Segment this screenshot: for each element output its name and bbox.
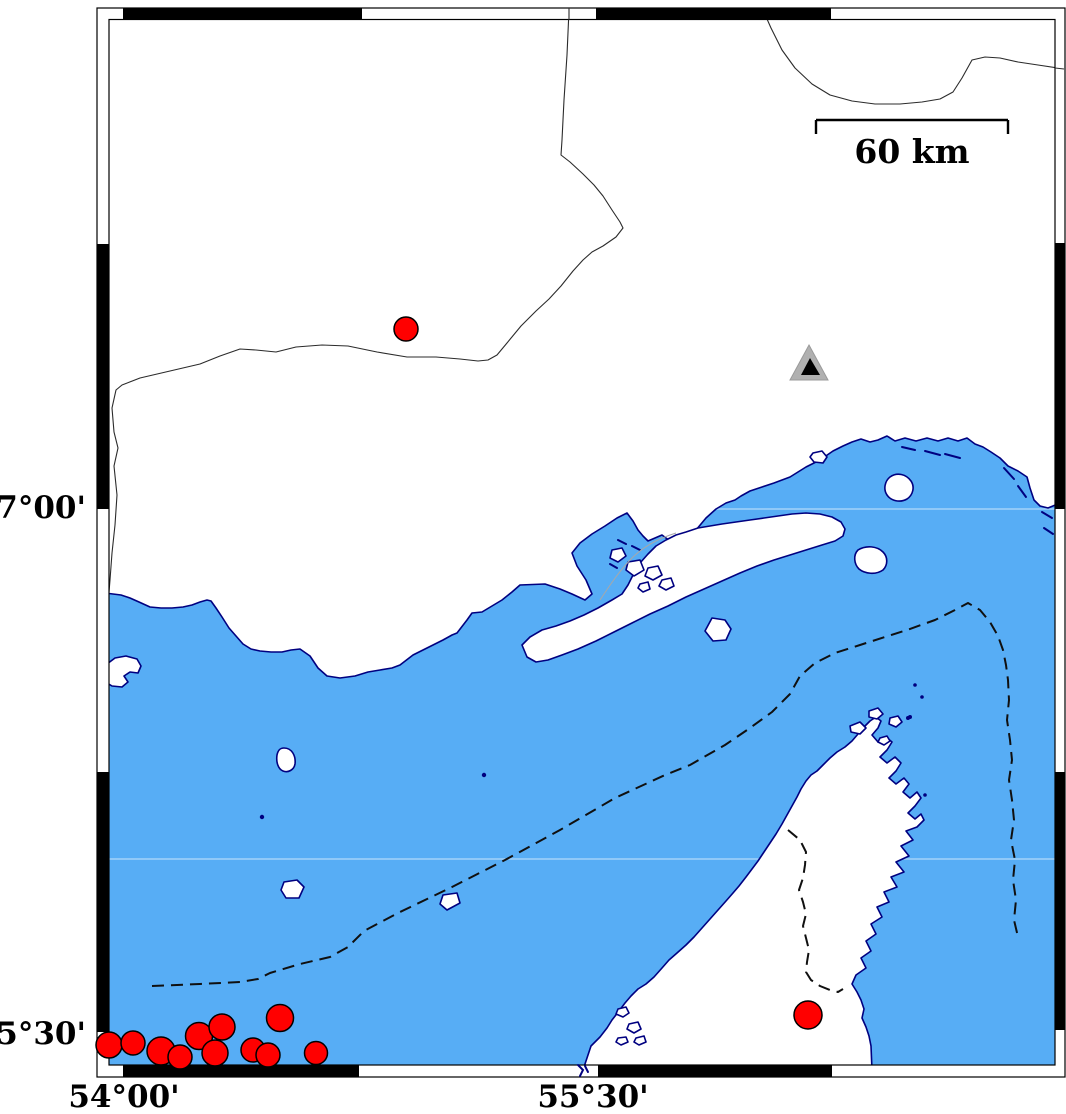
coastline-left-island bbox=[109, 655, 142, 688]
earthquake-marker bbox=[255, 1042, 281, 1068]
coastline-island-pentagon bbox=[280, 879, 305, 899]
latitude-label-2530N: 25°30' bbox=[0, 1016, 86, 1052]
scale-bar: 60 km bbox=[814, 118, 1010, 171]
coastline-hormuz-island bbox=[853, 546, 888, 575]
latitude-label-27N: 27°00' bbox=[0, 490, 86, 526]
longitude-label-5530E: 55°30' bbox=[537, 1079, 648, 1114]
coastline-hengam-island bbox=[704, 617, 732, 642]
coastline-islet-north bbox=[809, 450, 828, 464]
lagoon-contour bbox=[599, 532, 677, 601]
coastline-island-teardrop bbox=[275, 747, 296, 773]
earthquake-marker bbox=[201, 1039, 229, 1067]
province-boundary-line bbox=[109, 19, 624, 593]
over-frame-marks bbox=[568, 8, 1065, 1077]
earthquake-marker bbox=[95, 1031, 123, 1059]
mangrove-islets bbox=[609, 539, 675, 593]
dashed-boundary-musandam bbox=[787, 829, 844, 993]
earthquake-markers bbox=[95, 316, 823, 1070]
coastline-larak-island bbox=[884, 473, 914, 502]
longitude-label-54E: 54°00' bbox=[68, 1079, 179, 1114]
shore-islets-west bbox=[615, 1006, 647, 1046]
fjord-islets bbox=[849, 707, 903, 746]
earthquake-marker bbox=[120, 1030, 146, 1056]
earthquake-marker bbox=[793, 1000, 823, 1030]
map-frame bbox=[96, 7, 1066, 1078]
map-interior bbox=[109, 19, 1055, 1065]
earthquake-marker bbox=[265, 1003, 295, 1033]
coastline-island-triangle bbox=[439, 892, 461, 911]
border-line-northeast bbox=[766, 19, 1055, 105]
islet-dots bbox=[259, 683, 927, 820]
earthquake-marker bbox=[303, 1040, 329, 1066]
earthquake-marker bbox=[393, 316, 419, 342]
station-marker bbox=[789, 343, 829, 381]
earthquake-marker bbox=[167, 1044, 193, 1070]
scale-bar-line bbox=[814, 118, 1010, 134]
coastal-dashes bbox=[901, 446, 1054, 535]
coastline-north-mainland bbox=[109, 19, 1055, 679]
frame-outer-line bbox=[96, 7, 1066, 1078]
station-triangle-inner bbox=[801, 358, 820, 375]
scale-bar-label: 60 km bbox=[854, 132, 969, 171]
coastline-qeshm-island bbox=[521, 512, 846, 663]
frame-inner-line bbox=[108, 18, 1056, 1066]
earthquake-marker bbox=[208, 1013, 236, 1041]
